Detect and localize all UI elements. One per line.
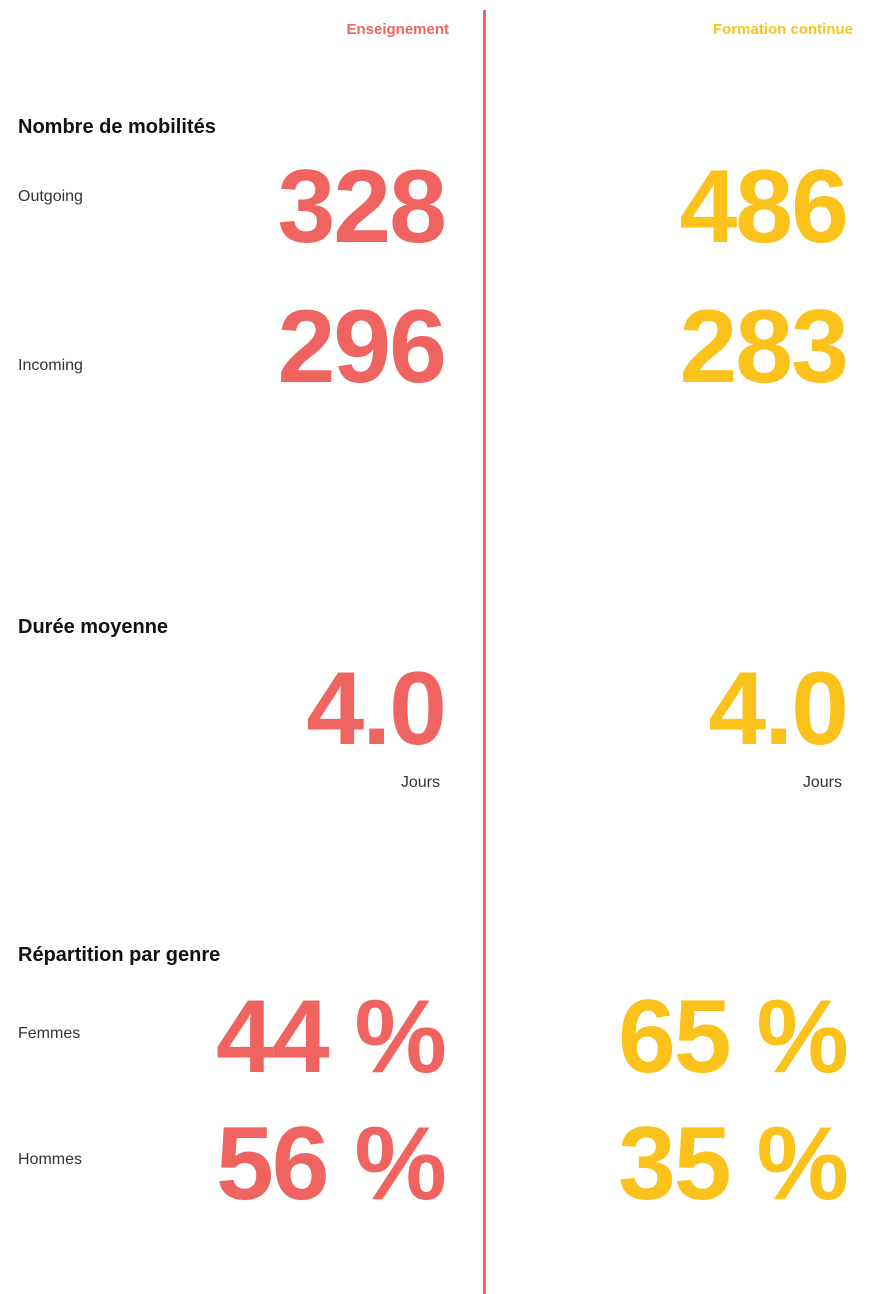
stat-value: 56 % [215,1106,447,1222]
section-title: Répartition par genre [18,944,221,966]
section-title: Durée moyenne [18,616,169,638]
section-title: Nombre de mobilités [18,116,216,138]
row-label: Hommes [18,1151,83,1168]
unit-label: Jours [400,774,440,791]
stat-value: 296 [277,289,447,405]
divider [483,10,486,1294]
stat-value: 35 % [617,1106,849,1222]
row-label: Incoming [18,357,83,374]
column-header: Formation continue [713,21,853,38]
stat-value: 44 % [215,979,447,1095]
stat-value: 486 [679,149,849,265]
stat-value: 283 [679,289,849,405]
row-label: Outgoing [18,188,83,205]
unit-label: Jours [802,774,842,791]
stat-value: 65 % [617,979,849,1095]
stat-value: 4.0 [306,651,447,767]
stat-value: 4.0 [708,651,849,767]
stat-value: 328 [277,149,447,265]
column-header: Enseignement [346,21,449,38]
row-label: Femmes [18,1025,81,1042]
